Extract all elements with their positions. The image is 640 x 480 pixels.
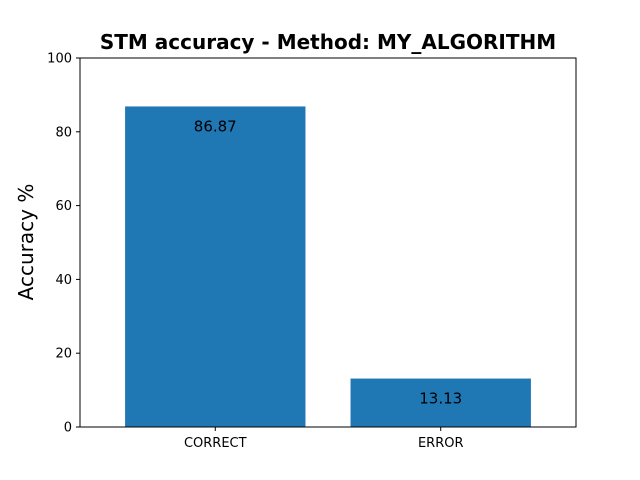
y-tick-label-0: 0: [64, 421, 72, 436]
y-axis-ticks: 0 20 40 60 80 100: [47, 52, 80, 436]
data-labels-layer: 86.87 13.13: [194, 117, 462, 407]
bar-correct: [125, 106, 306, 427]
y-tick-label-20: 20: [55, 347, 72, 362]
data-label-error: 13.13: [419, 390, 462, 408]
y-axis-label: Accuracy %: [14, 184, 38, 301]
data-label-correct: 86.87: [194, 117, 237, 135]
chart-title: STM accuracy - Method: MY_ALGORITHM: [100, 30, 556, 54]
x-axis-ticks: CORRECT ERROR: [184, 427, 464, 451]
bars-layer: [125, 106, 531, 427]
y-tick-label-80: 80: [55, 125, 72, 140]
y-tick-label-40: 40: [55, 273, 72, 288]
y-tick-label-60: 60: [55, 199, 72, 214]
x-tick-label-correct: CORRECT: [184, 436, 247, 451]
plot-frame: [79, 57, 577, 428]
x-tick-label-error: ERROR: [418, 436, 464, 451]
y-tick-label-100: 100: [47, 52, 72, 67]
bar-error: [350, 378, 531, 427]
